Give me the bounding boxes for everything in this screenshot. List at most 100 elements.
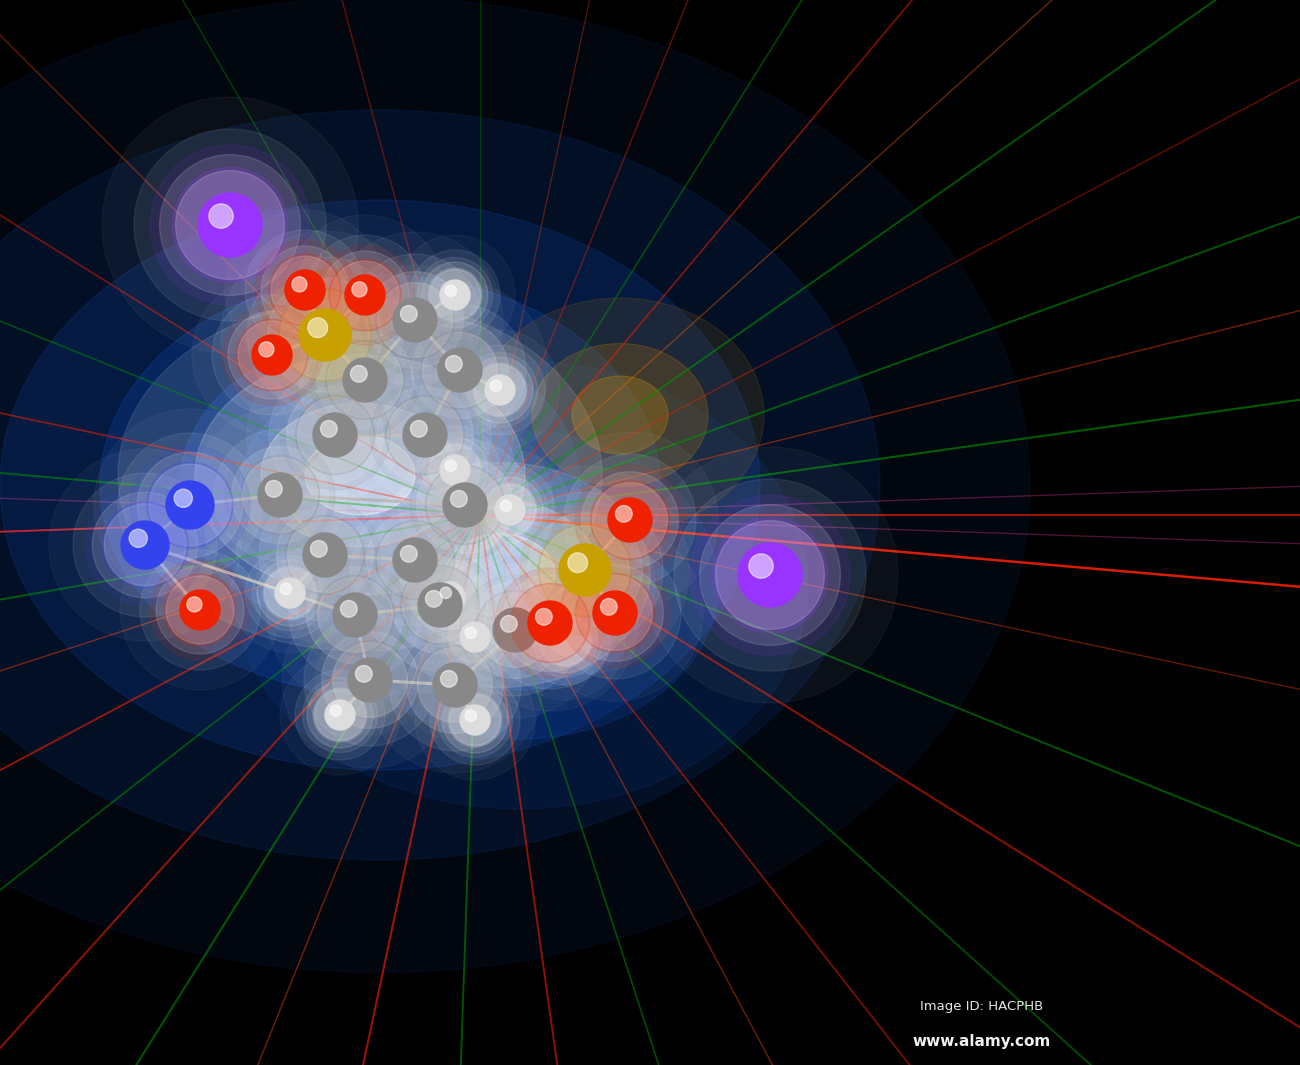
Circle shape bbox=[433, 663, 477, 707]
Circle shape bbox=[422, 332, 498, 408]
Circle shape bbox=[443, 484, 488, 527]
Circle shape bbox=[420, 330, 499, 410]
Circle shape bbox=[341, 601, 358, 618]
Circle shape bbox=[118, 433, 263, 577]
Circle shape bbox=[442, 687, 508, 753]
Circle shape bbox=[150, 560, 250, 660]
Circle shape bbox=[252, 335, 292, 375]
Ellipse shape bbox=[322, 431, 718, 739]
Circle shape bbox=[286, 515, 364, 594]
Circle shape bbox=[307, 682, 373, 748]
Circle shape bbox=[540, 615, 590, 666]
Circle shape bbox=[348, 658, 393, 702]
Circle shape bbox=[315, 625, 425, 735]
Circle shape bbox=[601, 599, 618, 616]
Circle shape bbox=[507, 492, 663, 648]
Circle shape bbox=[321, 251, 410, 339]
Ellipse shape bbox=[306, 435, 415, 515]
Circle shape bbox=[400, 566, 480, 644]
Circle shape bbox=[286, 387, 384, 484]
Circle shape bbox=[520, 505, 650, 635]
Circle shape bbox=[238, 321, 306, 389]
Circle shape bbox=[428, 268, 482, 322]
Circle shape bbox=[330, 705, 342, 717]
Circle shape bbox=[472, 473, 547, 547]
Circle shape bbox=[134, 129, 326, 321]
Circle shape bbox=[450, 611, 500, 662]
Circle shape bbox=[532, 607, 598, 673]
Ellipse shape bbox=[195, 355, 525, 595]
Circle shape bbox=[749, 554, 774, 578]
Circle shape bbox=[450, 694, 500, 745]
Circle shape bbox=[428, 443, 482, 497]
Circle shape bbox=[280, 380, 390, 490]
Circle shape bbox=[315, 689, 365, 740]
Circle shape bbox=[92, 492, 198, 597]
Circle shape bbox=[528, 513, 642, 627]
Circle shape bbox=[581, 472, 679, 569]
Circle shape bbox=[429, 444, 481, 495]
Circle shape bbox=[528, 603, 602, 677]
Circle shape bbox=[270, 499, 380, 610]
Ellipse shape bbox=[179, 335, 580, 635]
Ellipse shape bbox=[532, 344, 708, 487]
Circle shape bbox=[376, 521, 455, 600]
Circle shape bbox=[425, 572, 476, 623]
Circle shape bbox=[538, 613, 592, 667]
Circle shape bbox=[352, 282, 367, 297]
Circle shape bbox=[541, 526, 629, 615]
Circle shape bbox=[474, 364, 525, 415]
Circle shape bbox=[500, 501, 511, 511]
Circle shape bbox=[484, 484, 537, 537]
Circle shape bbox=[101, 502, 188, 588]
Circle shape bbox=[549, 547, 681, 679]
Circle shape bbox=[269, 253, 341, 326]
Circle shape bbox=[166, 481, 214, 529]
Ellipse shape bbox=[0, 110, 880, 861]
Circle shape bbox=[377, 282, 452, 358]
Circle shape bbox=[445, 285, 456, 296]
Circle shape bbox=[311, 540, 328, 557]
Circle shape bbox=[387, 397, 463, 473]
Circle shape bbox=[560, 558, 670, 668]
Circle shape bbox=[500, 616, 517, 633]
Circle shape bbox=[490, 380, 502, 392]
Circle shape bbox=[385, 395, 464, 475]
Circle shape bbox=[590, 480, 670, 559]
Circle shape bbox=[313, 413, 358, 457]
Circle shape bbox=[436, 581, 465, 612]
Circle shape bbox=[173, 167, 287, 282]
Circle shape bbox=[400, 630, 510, 740]
Circle shape bbox=[176, 170, 285, 279]
Circle shape bbox=[608, 498, 653, 542]
Circle shape bbox=[295, 395, 374, 475]
Circle shape bbox=[410, 250, 500, 340]
Circle shape bbox=[287, 518, 363, 592]
Circle shape bbox=[411, 421, 428, 438]
Circle shape bbox=[244, 230, 365, 350]
Circle shape bbox=[448, 564, 581, 697]
Circle shape bbox=[156, 566, 244, 654]
Circle shape bbox=[407, 637, 503, 734]
Circle shape bbox=[304, 615, 436, 746]
Circle shape bbox=[225, 440, 335, 550]
Circle shape bbox=[328, 343, 403, 417]
Circle shape bbox=[400, 545, 417, 562]
Circle shape bbox=[315, 245, 415, 345]
Circle shape bbox=[448, 693, 502, 747]
Circle shape bbox=[281, 291, 369, 379]
Circle shape bbox=[495, 568, 604, 678]
Circle shape bbox=[174, 489, 192, 507]
Circle shape bbox=[130, 445, 250, 566]
Circle shape bbox=[313, 688, 367, 742]
Ellipse shape bbox=[231, 361, 809, 809]
Circle shape bbox=[673, 479, 866, 671]
Circle shape bbox=[465, 627, 477, 639]
Circle shape bbox=[298, 397, 372, 473]
Circle shape bbox=[367, 511, 463, 608]
Circle shape bbox=[263, 566, 317, 620]
Ellipse shape bbox=[118, 299, 602, 651]
Circle shape bbox=[289, 548, 421, 681]
Circle shape bbox=[374, 539, 506, 671]
Circle shape bbox=[129, 529, 147, 547]
